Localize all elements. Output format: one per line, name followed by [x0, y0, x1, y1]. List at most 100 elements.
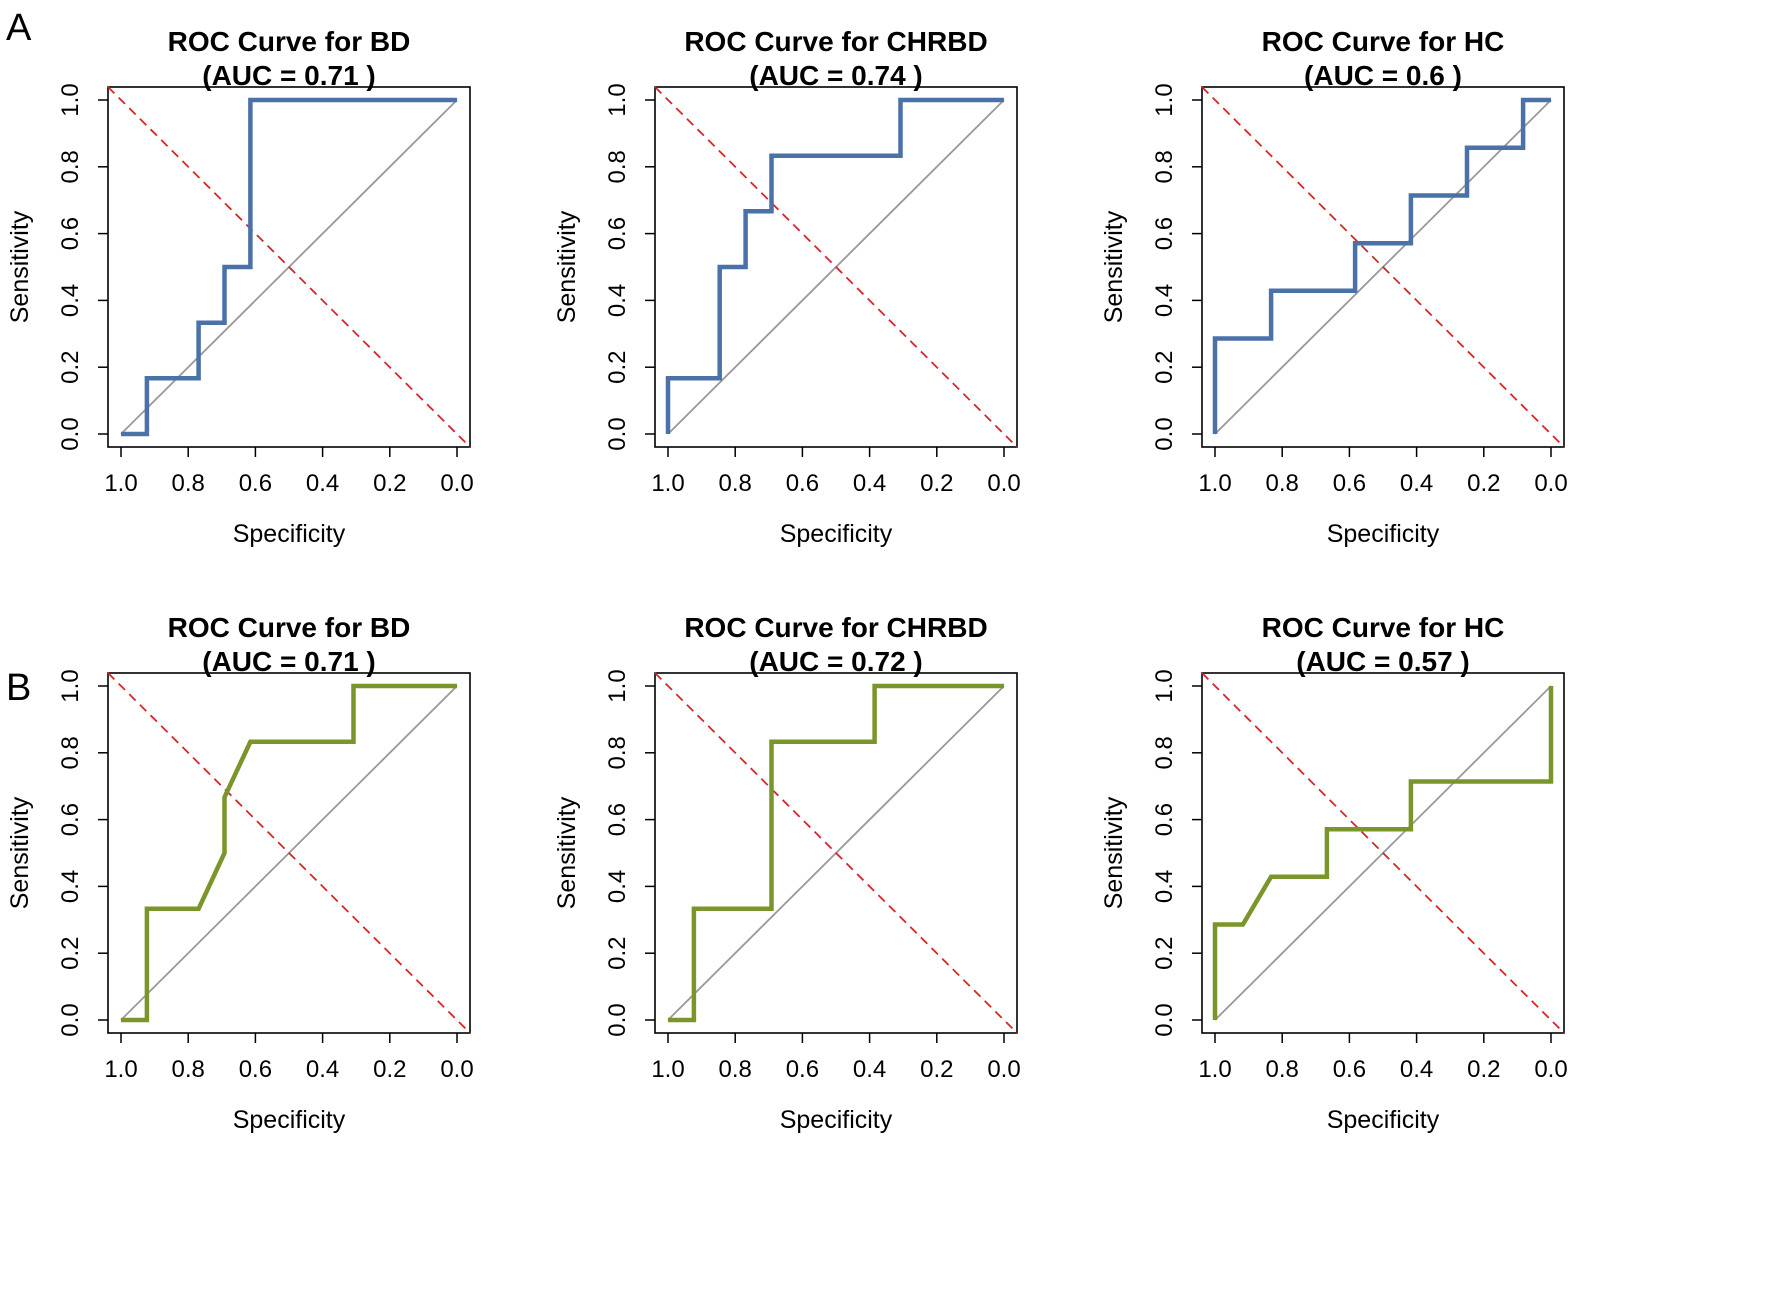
y-tick-label: 0.8 — [57, 150, 84, 183]
x-axis-label: Specificity — [1327, 1106, 1440, 1134]
x-tick-label: 0.6 — [1333, 1056, 1366, 1083]
plot-frame — [1201, 86, 1565, 448]
chart-title: ROC Curve for CHRBD — [684, 26, 987, 57]
roc-curve-line — [1212, 97, 1551, 434]
charts-layer: ROC Curve for BD(AUC = 0.71 ) 1.0 0.8 0.6 0.… — [6, 26, 1568, 1134]
x-tick-label: 0.0 — [987, 1056, 1020, 1083]
panel-label-a: A — [6, 7, 32, 49]
x-tick-label: 0.6 — [239, 470, 272, 497]
x-tick-label: 0.4 — [853, 1056, 886, 1083]
roc-chart-b-2: ROC Curve for CHRBD(AUC = 0.72 ) 1.0 0.8 0.… — [553, 612, 1021, 1134]
x-tick-label: 0.2 — [373, 470, 406, 497]
x-tick-label: 0.6 — [786, 470, 819, 497]
y-tick-label: 0.8 — [57, 736, 84, 769]
x-tick-label: 0.6 — [239, 1056, 272, 1083]
x-tick-label: 0.0 — [1534, 1056, 1567, 1083]
x-axis-label: Specificity — [233, 1106, 346, 1134]
x-tick-label: 0.4 — [1400, 1056, 1433, 1083]
y-tick-label: 0.4 — [1151, 870, 1178, 903]
roc-chart-b-3: ROC Curve for HC(AUC = 0.57 ) 1.0 0.8 0.6 0.… — [1100, 612, 1568, 1134]
x-tick-label: 0.2 — [373, 1056, 406, 1083]
x-tick-label: 0.0 — [987, 470, 1020, 497]
y-tick-label: 1.0 — [604, 83, 631, 116]
threshold-dashed-line — [107, 672, 471, 1034]
threshold-dashed-line — [1201, 672, 1565, 1034]
x-tick-label: 0.4 — [306, 1056, 339, 1083]
y-tick-label: 1.0 — [1151, 83, 1178, 116]
y-axis-label: Sensitivity — [1100, 796, 1128, 909]
y-tick-label: 0.6 — [1151, 803, 1178, 836]
x-axis-label: Specificity — [780, 520, 893, 548]
chart-auc-subtitle: (AUC = 0.6 ) — [1304, 60, 1462, 91]
y-tick-label: 1.0 — [604, 669, 631, 702]
plot-frame — [107, 86, 471, 448]
threshold-dashed-line — [107, 86, 471, 448]
roc-chart-a-3: ROC Curve for HC(AUC = 0.6 ) 1.0 0.8 0.6 0.4… — [1100, 26, 1568, 548]
chart-title: ROC Curve for HC — [1262, 26, 1505, 57]
chart-title: ROC Curve for HC — [1262, 612, 1505, 643]
y-tick-label: 0.0 — [604, 1003, 631, 1036]
threshold-dashed-line — [654, 86, 1018, 448]
y-tick-label: 0.6 — [604, 217, 631, 250]
y-axis-label: Sensitivity — [6, 210, 34, 323]
y-tick-label: 0.4 — [604, 284, 631, 317]
x-tick-label: 0.8 — [172, 470, 205, 497]
x-tick-label: 0.0 — [1534, 470, 1567, 497]
y-tick-label: 0.0 — [57, 1003, 84, 1036]
x-tick-label: 0.4 — [306, 470, 339, 497]
y-axis-label: Sensitivity — [553, 796, 581, 909]
x-tick-label: 1.0 — [1198, 1056, 1231, 1083]
plot-frame — [654, 86, 1018, 448]
chart-auc-subtitle: (AUC = 0.57 ) — [1296, 646, 1470, 677]
x-tick-label: 0.8 — [719, 470, 752, 497]
plot-frame — [107, 672, 471, 1034]
x-tick-label: 0.6 — [1333, 470, 1366, 497]
y-tick-label: 0.0 — [604, 417, 631, 450]
chart-auc-subtitle: (AUC = 0.74 ) — [749, 60, 923, 91]
x-tick-label: 1.0 — [651, 470, 684, 497]
x-tick-label: 0.6 — [786, 1056, 819, 1083]
x-tick-label: 0.2 — [920, 470, 953, 497]
y-tick-label: 0.0 — [1151, 1003, 1178, 1036]
y-tick-label: 0.2 — [57, 937, 84, 970]
y-tick-label: 0.4 — [57, 284, 84, 317]
x-tick-label: 0.2 — [1467, 1056, 1500, 1083]
y-tick-label: 0.0 — [57, 417, 84, 450]
y-tick-label: 0.8 — [1151, 150, 1178, 183]
y-tick-label: 0.2 — [604, 351, 631, 384]
y-tick-label: 1.0 — [57, 83, 84, 116]
x-tick-label: 0.4 — [1400, 470, 1433, 497]
x-tick-label: 1.0 — [651, 1056, 684, 1083]
y-tick-label: 0.6 — [57, 217, 84, 250]
x-tick-label: 0.0 — [440, 1056, 473, 1083]
y-tick-label: 0.8 — [604, 736, 631, 769]
y-tick-label: 0.4 — [57, 870, 84, 903]
x-tick-label: 0.8 — [719, 1056, 752, 1083]
roc-chart-a-1: ROC Curve for BD(AUC = 0.71 ) 1.0 0.8 0.6 0.… — [6, 26, 474, 548]
y-tick-label: 0.2 — [1151, 351, 1178, 384]
threshold-dashed-line — [654, 672, 1018, 1034]
y-tick-label: 0.0 — [1151, 417, 1178, 450]
y-axis-label: Sensitivity — [1100, 210, 1128, 323]
chart-auc-subtitle: (AUC = 0.71 ) — [202, 60, 376, 91]
y-tick-label: 0.2 — [57, 351, 84, 384]
x-tick-label: 0.0 — [440, 470, 473, 497]
y-axis-label: Sensitivity — [6, 796, 34, 909]
y-tick-label: 0.2 — [1151, 937, 1178, 970]
x-tick-label: 0.8 — [1266, 470, 1299, 497]
chart-title: ROC Curve for BD — [168, 26, 411, 57]
y-tick-label: 1.0 — [57, 669, 84, 702]
chart-title: ROC Curve for CHRBD — [684, 612, 987, 643]
roc-curve-line — [121, 683, 457, 1023]
y-tick-label: 0.6 — [1151, 217, 1178, 250]
roc-curve-line — [665, 97, 1004, 434]
x-tick-label: 0.8 — [1266, 1056, 1299, 1083]
y-tick-label: 0.4 — [604, 870, 631, 903]
x-axis-label: Specificity — [1327, 520, 1440, 548]
y-tick-label: 0.8 — [1151, 736, 1178, 769]
chart-auc-subtitle: (AUC = 0.72 ) — [749, 646, 923, 677]
roc-chart-b-1: ROC Curve for BD(AUC = 0.71 ) 1.0 0.8 0.6 0.… — [6, 612, 474, 1134]
x-tick-label: 1.0 — [104, 1056, 137, 1083]
x-tick-label: 0.2 — [920, 1056, 953, 1083]
roc-chart-a-2: ROC Curve for CHRBD(AUC = 0.74 ) 1.0 0.8 0.… — [553, 26, 1021, 548]
